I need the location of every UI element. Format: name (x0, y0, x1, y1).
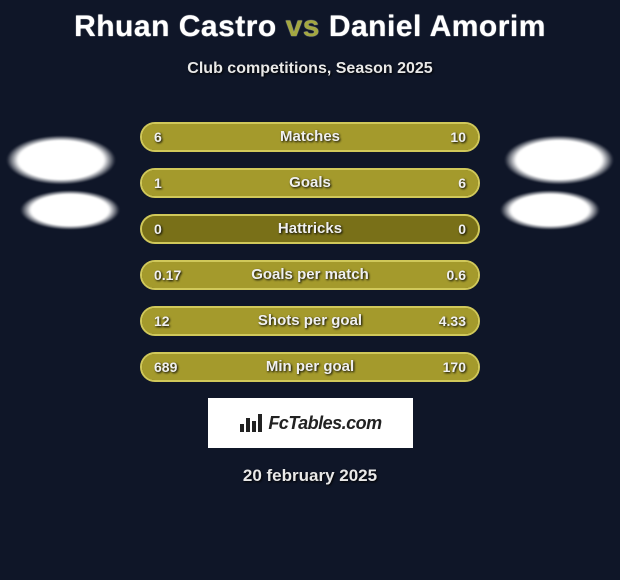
stat-label: Matches (142, 124, 478, 150)
player1-avatar-glow (6, 135, 116, 185)
player2-name: Daniel Amorim (329, 10, 546, 43)
comparison-title: Rhuan Castro vs Daniel Amorim (0, 0, 620, 44)
stat-label: Goals per match (142, 262, 478, 288)
player1-name: Rhuan Castro (74, 10, 277, 43)
stat-label: Goals (142, 170, 478, 196)
player2-avatar-glow (504, 135, 614, 185)
stat-row-goals: 16Goals (140, 168, 480, 198)
stat-label: Hattricks (142, 216, 478, 242)
player1-avatar-glow-2 (20, 190, 120, 230)
stat-row-shots-per-goal: 124.33Shots per goal (140, 306, 480, 336)
fctables-logo: FcTables.com (208, 398, 413, 448)
logo-text: FcTables.com (268, 413, 381, 434)
subtitle: Club competitions, Season 2025 (0, 60, 620, 78)
stat-row-matches: 610Matches (140, 122, 480, 152)
stat-label: Min per goal (142, 354, 478, 380)
stat-row-goals-per-match: 0.170.6Goals per match (140, 260, 480, 290)
stat-row-hattricks: 00Hattricks (140, 214, 480, 244)
stat-label: Shots per goal (142, 308, 478, 334)
stat-row-min-per-goal: 689170Min per goal (140, 352, 480, 382)
vs-label: vs (286, 10, 320, 43)
stats-bars-container: 610Matches 16Goals 00Hattricks 0.170.6Goals… (140, 122, 480, 382)
footer-date: 20 february 2025 (0, 466, 620, 486)
bar-chart-icon (238, 412, 264, 434)
player2-avatar-glow-2 (500, 190, 600, 230)
